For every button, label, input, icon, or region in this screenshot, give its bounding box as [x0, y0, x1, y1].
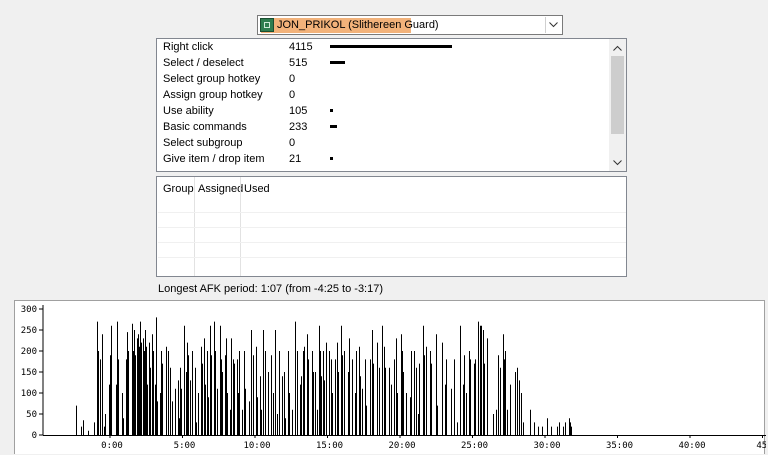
- action-row-select-subgroup[interactable]: Select subgroup 0: [157, 135, 607, 151]
- action-bar: [330, 45, 452, 48]
- list-scrollbar[interactable]: [609, 39, 626, 171]
- chevron-up-icon[interactable]: [609, 39, 626, 56]
- action-row-select-group-hotkey[interactable]: Select group hotkey 0: [157, 71, 607, 87]
- x-tick-label: 0:00: [101, 441, 123, 451]
- x-tick-label: 10:00: [243, 441, 270, 451]
- action-label: Right click: [163, 41, 214, 53]
- action-count: 233: [289, 121, 308, 133]
- y-tick-label: 200: [21, 347, 37, 357]
- row-gridline: [158, 257, 626, 258]
- action-label: Select group hotkey: [163, 73, 261, 85]
- player-select-dropdown[interactable]: JON_PRIKOL (Slithereen Guard): [257, 15, 563, 35]
- apm-chart-svg: 0 50 100 150 200 250 300 0:00 5:00 10:00 15:00 20:0…: [21, 305, 766, 451]
- action-count: 0: [289, 137, 296, 149]
- action-count: 21: [289, 153, 302, 165]
- y-tick-label: 300: [21, 305, 37, 315]
- scrollbar-thumb[interactable]: [611, 56, 624, 134]
- x-tick-label: 5:00: [174, 441, 196, 451]
- x-tick-label: 15:00: [316, 441, 343, 451]
- y-tick-label: 0: [32, 431, 37, 441]
- action-label: Use ability: [163, 105, 214, 117]
- action-label: Give item / drop item: [163, 153, 265, 165]
- action-row-right-click[interactable]: Right click 4115: [157, 39, 607, 55]
- action-label: Select subgroup: [163, 137, 243, 149]
- y-tick-label: 250: [21, 326, 37, 336]
- x-tick-label: 45:: [756, 441, 766, 451]
- x-tick-label: 35:00: [606, 441, 633, 451]
- action-count: 105: [289, 105, 308, 117]
- column-header-used[interactable]: Used: [244, 183, 270, 195]
- action-count: 0: [289, 89, 296, 101]
- x-tick-label: 20:00: [388, 441, 415, 451]
- chevron-down-icon[interactable]: [609, 154, 626, 171]
- chevron-down-icon[interactable]: [545, 17, 561, 33]
- action-count: 0: [289, 73, 296, 85]
- row-gridline: [158, 212, 626, 213]
- action-row-select-deselect[interactable]: Select / deselect 515: [157, 55, 607, 71]
- column-divider: [194, 177, 195, 276]
- action-label: Select / deselect: [163, 57, 244, 69]
- apm-chart: 0 50 100 150 200 250 300 0:00 5:00 10:00 15:00 20:0…: [14, 300, 766, 454]
- column-header-group[interactable]: Group: [163, 183, 194, 195]
- action-count: 4115: [289, 41, 313, 53]
- action-row-basic-commands[interactable]: Basic commands 233: [157, 119, 607, 135]
- player-select-value: JON_PRIKOL (Slithereen Guard): [277, 19, 439, 31]
- action-row-assign-group-hotkey[interactable]: Assign group hotkey 0: [157, 87, 607, 103]
- action-label: Assign group hotkey: [163, 89, 263, 101]
- x-tick-label: 25:00: [461, 441, 488, 451]
- hero-portrait-icon: [260, 18, 274, 32]
- x-tick-label: 40:00: [678, 441, 705, 451]
- row-gridline: [158, 242, 626, 243]
- action-bar: [330, 157, 333, 160]
- action-row-give-drop-item[interactable]: Give item / drop item 21: [157, 151, 607, 167]
- action-bar: [330, 125, 337, 128]
- x-tick-label: 30:00: [533, 441, 560, 451]
- column-header-assigned[interactable]: Assigned: [198, 183, 244, 195]
- y-tick-label: 50: [26, 410, 37, 420]
- action-count: 515: [289, 57, 308, 69]
- action-stats-list[interactable]: Right click 4115 Select / deselect 515 S…: [156, 38, 627, 172]
- selection-highlight: [261, 18, 411, 33]
- y-tick-label: 100: [21, 389, 37, 399]
- group-hotkey-table[interactable]: Group Assigned Used: [156, 176, 627, 277]
- longest-afk-label: Longest AFK period: 1:07 (from -4:25 to …: [158, 283, 384, 295]
- row-gridline: [158, 227, 626, 228]
- y-tick-label: 150: [21, 368, 37, 378]
- action-row-use-ability[interactable]: Use ability 105: [157, 103, 607, 119]
- action-bar: [330, 61, 345, 64]
- action-bar: [330, 109, 333, 112]
- action-label: Basic commands: [163, 121, 247, 133]
- column-divider: [240, 177, 241, 276]
